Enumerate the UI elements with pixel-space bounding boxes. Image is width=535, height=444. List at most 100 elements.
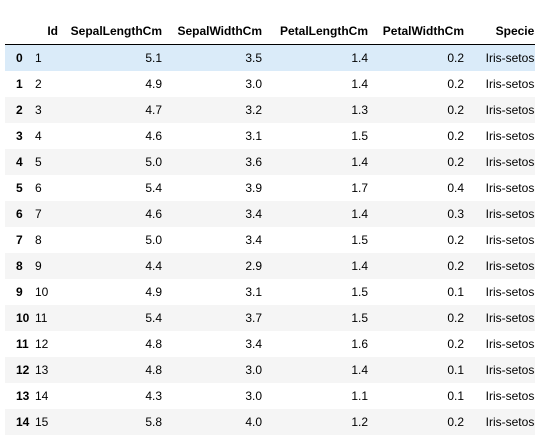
cell-petal-length: 1.5	[351, 285, 368, 299]
cell-petal-length: 1.4	[351, 155, 368, 169]
row-index: 14	[16, 415, 30, 429]
cell-id: 8	[35, 233, 42, 247]
cell-petal-length: 1.4	[351, 77, 368, 91]
table-row[interactable]: 34 4.6 3.1 1.5 0.2 Iris-setosa	[5, 123, 535, 149]
cell-species: Iris-setosa	[485, 363, 535, 377]
row-index: 6	[16, 207, 23, 221]
cell-id: 6	[35, 181, 42, 195]
cell-sepal-width: 3.7	[245, 311, 262, 325]
cell-petal-width: 0.2	[447, 51, 464, 65]
cell-sepal-width: 3.9	[245, 181, 262, 195]
table-row[interactable]: 12 13 4.8 3.0 1.4 0.1 Iris-setosa	[5, 357, 535, 383]
table-row[interactable]: 10 11 5.4 3.7 1.5 0.2 Iris-setosa	[5, 305, 535, 331]
cell-id: 12	[35, 337, 49, 351]
row-index: 2	[16, 103, 23, 117]
cell-petal-width: 0.2	[447, 337, 464, 351]
cell-sepal-width: 3.4	[245, 207, 262, 221]
table-row[interactable]: 13 14 4.3 3.0 1.1 0.1 Iris-setosa	[5, 383, 535, 409]
table-row[interactable]: 78 5.0 3.4 1.5 0.2 Iris-setosa	[5, 227, 535, 253]
cell-petal-width: 0.2	[447, 155, 464, 169]
cell-sepal-length: 5.8	[145, 415, 162, 429]
cell-sepal-width: 3.4	[245, 337, 262, 351]
cell-sepal-width: 3.1	[245, 285, 262, 299]
cell-id: 10	[35, 285, 49, 299]
cell-species: Iris-setosa	[485, 233, 535, 247]
table-row[interactable]: 89 4.4 2.9 1.4 0.2 Iris-setosa	[5, 253, 535, 279]
cell-sepal-width: 3.0	[245, 363, 262, 377]
cell-id: 9	[35, 259, 42, 273]
table-row[interactable]: 12 4.9 3.0 1.4 0.2 Iris-setosa	[5, 71, 535, 97]
cell-id: 11	[35, 311, 48, 325]
cell-petal-width: 0.2	[447, 233, 464, 247]
row-index: 7	[16, 233, 23, 247]
row-index: 11	[16, 337, 29, 351]
cell-id: 5	[35, 155, 42, 169]
row-index: 1	[16, 77, 23, 91]
row-index: 5	[16, 181, 23, 195]
row-index: 4	[16, 155, 23, 169]
row-index: 9	[16, 285, 23, 299]
cell-id: 4	[35, 129, 42, 143]
table-row[interactable]: 9 10 4.9 3.1 1.5 0.1 Iris-setosa	[5, 279, 535, 305]
cell-species: Iris-setosa	[485, 129, 535, 143]
dataframe-output: Id SepalLengthCm SepalWidthCm PetalLengt…	[5, 18, 535, 435]
cell-petal-length: 1.4	[351, 363, 368, 377]
table-row[interactable]: 23 4.7 3.2 1.3 0.2 Iris-setosa	[5, 97, 535, 123]
cell-species: Iris-setosa	[485, 389, 535, 403]
cell-species: Iris-setosa	[485, 207, 535, 221]
cell-petal-width: 0.2	[447, 259, 464, 273]
cell-petal-width: 0.4	[447, 181, 464, 195]
cell-petal-width: 0.2	[447, 415, 464, 429]
row-index: 10	[16, 311, 30, 325]
cell-sepal-length: 4.4	[145, 259, 162, 273]
cell-species: Iris-setosa	[485, 181, 535, 195]
table-header: Id SepalLengthCm SepalWidthCm PetalLengt…	[5, 18, 535, 45]
dataframe-table: Id SepalLengthCm SepalWidthCm PetalLengt…	[5, 18, 535, 435]
table-row[interactable]: 67 4.6 3.4 1.4 0.3 Iris-setosa	[5, 201, 535, 227]
cell-sepal-width: 3.2	[245, 103, 262, 117]
cell-sepal-width: 3.4	[245, 233, 262, 247]
header-species: Species	[469, 18, 535, 45]
row-index: 12	[16, 363, 30, 377]
cell-sepal-length: 4.9	[145, 77, 162, 91]
header-petal-length: PetalLengthCm	[267, 18, 373, 45]
cell-petal-length: 1.6	[351, 337, 368, 351]
cell-species: Iris-setosa	[485, 155, 535, 169]
cell-sepal-length: 4.3	[145, 389, 162, 403]
cell-petal-length: 1.2	[351, 415, 368, 429]
table-row[interactable]: 11 12 4.8 3.4 1.6 0.2 Iris-setosa	[5, 331, 535, 357]
cell-petal-width: 0.2	[447, 129, 464, 143]
cell-petal-length: 1.7	[351, 181, 368, 195]
cell-sepal-width: 3.1	[245, 129, 262, 143]
table-row[interactable]: 56 5.4 3.9 1.7 0.4 Iris-setosa	[5, 175, 535, 201]
cell-sepal-width: 2.9	[245, 259, 262, 273]
cell-petal-length: 1.1	[351, 389, 368, 403]
cell-sepal-length: 5.0	[145, 155, 162, 169]
cell-id: 15	[35, 415, 49, 429]
cell-species: Iris-setosa	[485, 77, 535, 91]
cell-sepal-width: 3.6	[245, 155, 262, 169]
cell-sepal-length: 4.9	[145, 285, 162, 299]
cell-id: 1	[35, 51, 42, 65]
header-index	[5, 18, 35, 45]
cell-species: Iris-setosa	[485, 415, 535, 429]
cell-sepal-width: 4.0	[245, 415, 262, 429]
cell-id: 13	[35, 363, 49, 377]
cell-sepal-length: 5.4	[145, 181, 162, 195]
cell-sepal-length: 5.1	[145, 51, 162, 65]
cell-sepal-length: 4.8	[145, 363, 162, 377]
cell-petal-width: 0.1	[447, 389, 464, 403]
cell-petal-width: 0.2	[447, 103, 464, 117]
table-row[interactable]: 01 5.1 3.5 1.4 0.2 Iris-setosa	[5, 44, 535, 71]
cell-petal-length: 1.5	[351, 311, 368, 325]
cell-id: 3	[35, 103, 42, 117]
cell-petal-width: 0.1	[447, 285, 464, 299]
cell-sepal-width: 3.0	[245, 77, 262, 91]
table-row[interactable]: 14 15 5.8 4.0 1.2 0.2 Iris-setosa	[5, 409, 535, 435]
cell-petal-width: 0.2	[447, 311, 464, 325]
cell-petal-width: 0.3	[447, 207, 464, 221]
table-row[interactable]: 45 5.0 3.6 1.4 0.2 Iris-setosa	[5, 149, 535, 175]
cell-sepal-length: 4.8	[145, 337, 162, 351]
cell-sepal-width: 3.5	[245, 51, 262, 65]
cell-petal-length: 1.4	[351, 51, 368, 65]
